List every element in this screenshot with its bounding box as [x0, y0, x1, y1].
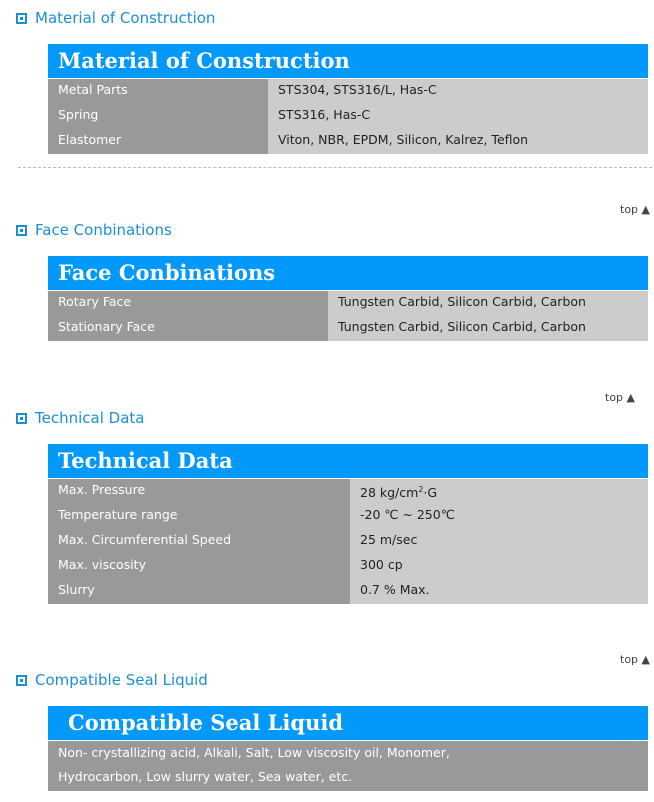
divider	[18, 167, 652, 168]
top-link[interactable]: top ▲	[605, 391, 635, 404]
table-row: Metal Parts STS304, STS316/L, Has-C	[48, 79, 648, 104]
face-table: Face Conbinations Rotary Face Tungsten Ca…	[48, 256, 648, 341]
table-row: Max. Pressure 28 kg/cm2·G	[48, 479, 648, 504]
square-bullet-icon	[16, 412, 27, 424]
table-row: Slurry 0.7 % Max.	[48, 579, 648, 604]
top-link[interactable]: top ▲	[620, 203, 650, 216]
section-heading-material: Material of Construction	[16, 9, 215, 27]
square-bullet-icon	[16, 12, 27, 24]
technical-table: Technical Data Max. Pressure 28 kg/cm2·G …	[48, 444, 648, 604]
square-bullet-icon	[16, 674, 27, 686]
section-heading-compatible: Compatible Seal Liquid	[16, 671, 208, 689]
table-title: Face Conbinations	[48, 256, 648, 291]
compatible-liquids: Non- crystallizing acid, Alkali, Salt, L…	[48, 741, 648, 791]
table-row: Rotary Face Tungsten Carbid, Silicon Carb…	[48, 291, 648, 316]
table-title: Compatible Seal Liquid	[48, 706, 648, 741]
square-bullet-icon	[16, 224, 27, 236]
table-row: Spring STS316, Has-C	[48, 104, 648, 129]
top-link[interactable]: top ▲	[620, 653, 650, 666]
table-title: Material of Construction	[48, 44, 648, 79]
table-row: Elastomer Viton, NBR, EPDM, Silicon, Kalr…	[48, 129, 648, 154]
section-heading-face: Face Conbinations	[16, 221, 172, 239]
compatible-table: Compatible Seal Liquid Non- crystallizin…	[48, 706, 648, 791]
table-title: Technical Data	[48, 444, 648, 479]
table-row: Stationary Face Tungsten Carbid, Silicon …	[48, 316, 648, 341]
table-row: Max. viscosity 300 cp	[48, 554, 648, 579]
material-table: Material of Construction Metal Parts STS3…	[48, 44, 648, 154]
section-heading-technical: Technical Data	[16, 409, 144, 427]
table-row: Max. Circumferential Speed 25 m/sec	[48, 529, 648, 554]
table-row: Temperature range -20 ℃ ~ 250℃	[48, 504, 648, 529]
